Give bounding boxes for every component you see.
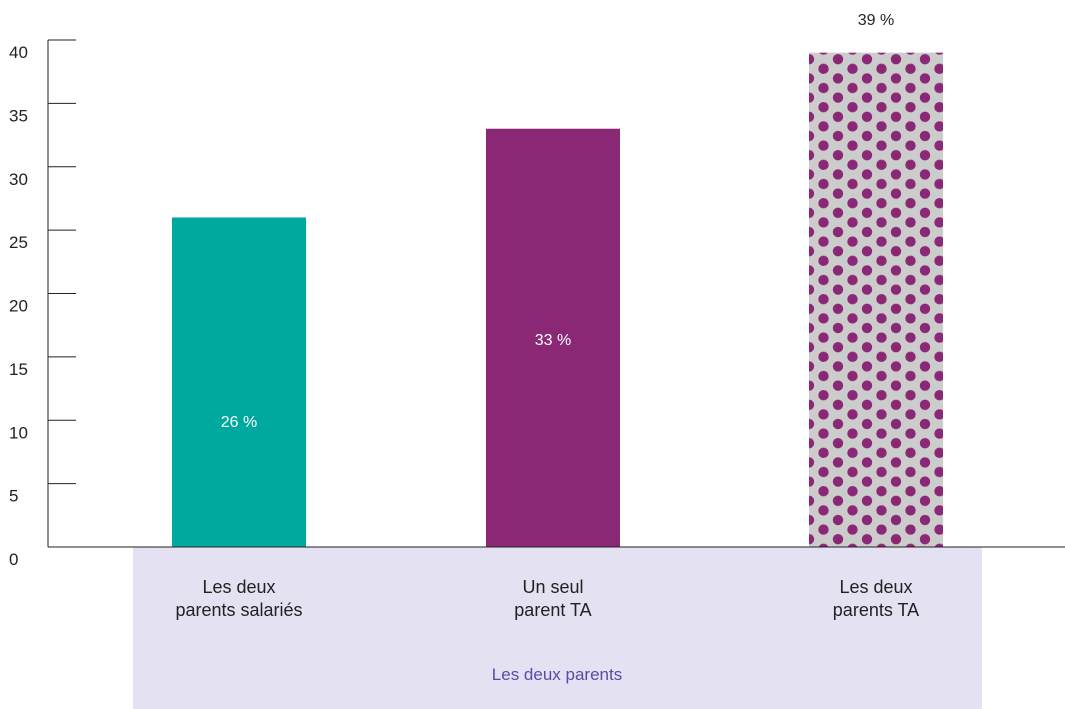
y-tick-label-0: 0 [9,550,18,569]
y-tick-label-5: 5 [9,487,18,506]
y-tick-label-10: 10 [9,423,28,442]
category-label-3-line-2: parents TA [833,600,919,620]
y-tick-label-15: 15 [9,360,28,379]
y-tick-label-30: 30 [9,170,28,189]
bar-1 [172,217,306,547]
data-label-1: 26 % [221,414,257,431]
category-label-1-line-2: parents salariés [175,600,302,620]
category-label-2-line-2: parent TA [514,600,591,620]
y-tick-label-20: 20 [9,297,28,316]
data-label-2: 33 % [535,332,571,349]
category-group-label: Les deux parents [492,665,622,684]
y-tick-label-25: 25 [9,233,28,252]
category-label-3-line-1: Les deux [839,577,912,597]
bar-3 [809,52,943,548]
category-label-1-line-1: Les deux [202,577,275,597]
y-tick-label-40: 40 [9,43,28,62]
labels-layer: 26 % 33 % 39 % Les deux parents salariés Un s… [175,12,919,620]
y-axis: 0 5 10 15 20 25 30 35 40 [9,39,1065,569]
category-group-band [133,547,982,709]
data-label-3: 39 % [858,12,894,29]
y-tick-label-35: 35 [9,106,28,125]
bar-2 [486,128,620,547]
category-label-2-line-1: Un seul [522,577,583,597]
bars-layer [172,52,943,548]
